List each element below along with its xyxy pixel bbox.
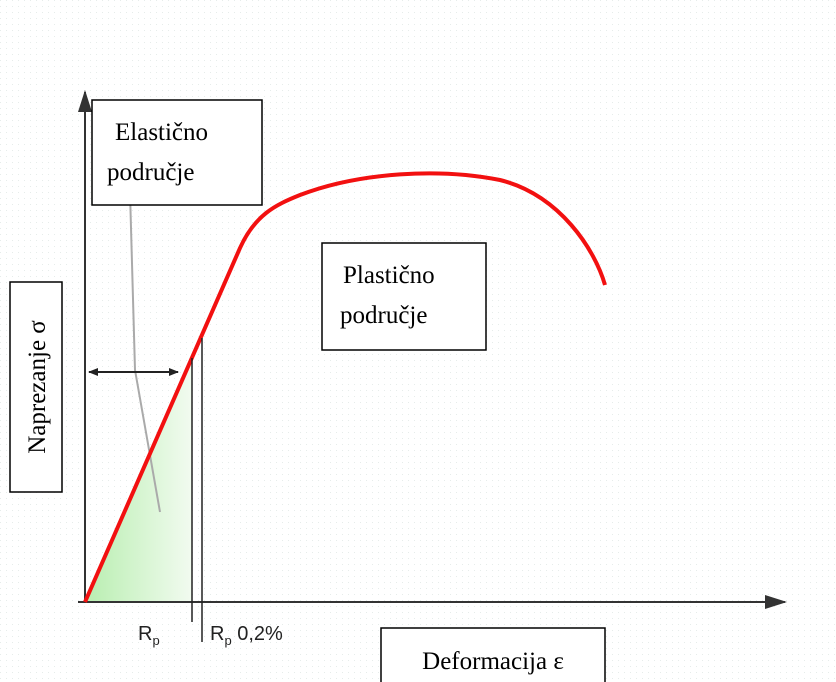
stress-strain-curve (83, 171, 607, 603)
plastic-label: područje (340, 302, 427, 329)
y-axis-label: Naprezanje σ (24, 320, 51, 454)
x-label-box (380, 627, 606, 682)
elastic-label: Elastično (115, 119, 208, 146)
plastic-box (321, 242, 487, 351)
plastic-label: Plastično (343, 262, 435, 289)
rp-base: R (138, 623, 152, 645)
rp02-label: Rp 0,2% (210, 623, 283, 648)
elastic-label: područje (107, 159, 194, 186)
elastic-box (91, 99, 263, 206)
rp-label: Rp (138, 623, 160, 648)
rp02-sub: p (224, 633, 231, 648)
y-label-box (9, 281, 63, 493)
x-axis-label: Deformacija ε (422, 648, 564, 675)
rp-sub: p (152, 633, 159, 648)
rp02-base: R (210, 623, 224, 645)
rp02-suffix: 0,2% (232, 623, 283, 645)
